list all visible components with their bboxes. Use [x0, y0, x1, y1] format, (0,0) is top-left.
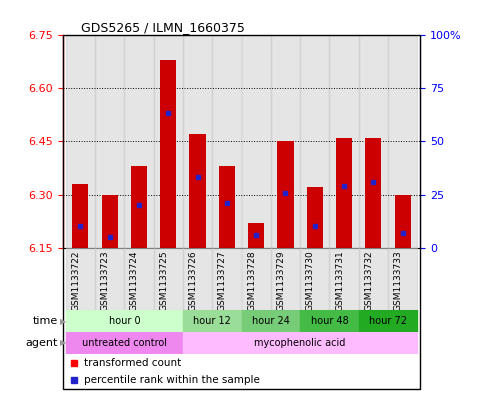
- Text: hour 72: hour 72: [369, 316, 407, 326]
- Bar: [66, 35, 95, 248]
- Text: hour 48: hour 48: [311, 316, 348, 326]
- Text: GSM1133731: GSM1133731: [335, 251, 344, 312]
- Bar: [242, 310, 300, 332]
- Bar: [95, 248, 124, 310]
- Bar: [66, 248, 95, 310]
- Text: GSM1133726: GSM1133726: [188, 251, 198, 311]
- Bar: [72, 184, 88, 248]
- Bar: [388, 248, 417, 310]
- Text: GSM1133724: GSM1133724: [130, 251, 139, 311]
- Bar: [300, 248, 329, 310]
- Bar: [66, 310, 183, 332]
- Bar: [183, 310, 242, 332]
- Bar: [154, 35, 183, 248]
- Text: GSM1133732: GSM1133732: [364, 251, 373, 311]
- Bar: [329, 35, 359, 248]
- Bar: [300, 310, 359, 332]
- Text: GSM1133730: GSM1133730: [306, 251, 315, 312]
- Bar: [95, 35, 124, 248]
- Bar: [388, 35, 417, 248]
- Text: hour 0: hour 0: [109, 316, 140, 326]
- Text: percentile rank within the sample: percentile rank within the sample: [84, 375, 260, 385]
- Bar: [189, 134, 206, 248]
- Bar: [307, 187, 323, 248]
- Bar: [359, 310, 417, 332]
- Text: transformed count: transformed count: [84, 358, 182, 367]
- Bar: [124, 248, 154, 310]
- Bar: [336, 138, 352, 248]
- Bar: [160, 60, 176, 248]
- Bar: [219, 166, 235, 248]
- Bar: [271, 248, 300, 310]
- Bar: [66, 332, 183, 354]
- Text: GSM1133725: GSM1133725: [159, 251, 168, 311]
- Bar: [124, 35, 154, 248]
- Text: ▶: ▶: [60, 338, 67, 347]
- Bar: [183, 332, 417, 354]
- Bar: [101, 195, 118, 248]
- Text: time: time: [33, 316, 58, 326]
- Bar: [131, 166, 147, 248]
- Bar: [359, 35, 388, 248]
- Text: hour 24: hour 24: [252, 316, 290, 326]
- Bar: [248, 223, 264, 248]
- Text: hour 12: hour 12: [193, 316, 231, 326]
- Bar: [242, 35, 271, 248]
- Text: agent: agent: [26, 338, 58, 348]
- Text: GDS5265 / ILMN_1660375: GDS5265 / ILMN_1660375: [81, 21, 244, 34]
- Bar: [359, 248, 388, 310]
- Bar: [154, 248, 183, 310]
- Text: GSM1133723: GSM1133723: [100, 251, 110, 311]
- Bar: [212, 248, 242, 310]
- Bar: [242, 248, 271, 310]
- Bar: [271, 35, 300, 248]
- Text: untreated control: untreated control: [82, 338, 167, 348]
- Text: mycophenolic acid: mycophenolic acid: [255, 338, 346, 348]
- Bar: [183, 248, 212, 310]
- Bar: [329, 248, 359, 310]
- Bar: [277, 141, 294, 248]
- Bar: [300, 35, 329, 248]
- Text: ▶: ▶: [60, 317, 67, 326]
- Text: GSM1133733: GSM1133733: [394, 251, 403, 312]
- Bar: [212, 35, 242, 248]
- Text: GSM1133729: GSM1133729: [276, 251, 285, 311]
- Bar: [365, 138, 382, 248]
- Bar: [395, 195, 411, 248]
- Text: GSM1133722: GSM1133722: [71, 251, 80, 311]
- Text: GSM1133728: GSM1133728: [247, 251, 256, 311]
- Text: GSM1133727: GSM1133727: [218, 251, 227, 311]
- Bar: [183, 35, 212, 248]
